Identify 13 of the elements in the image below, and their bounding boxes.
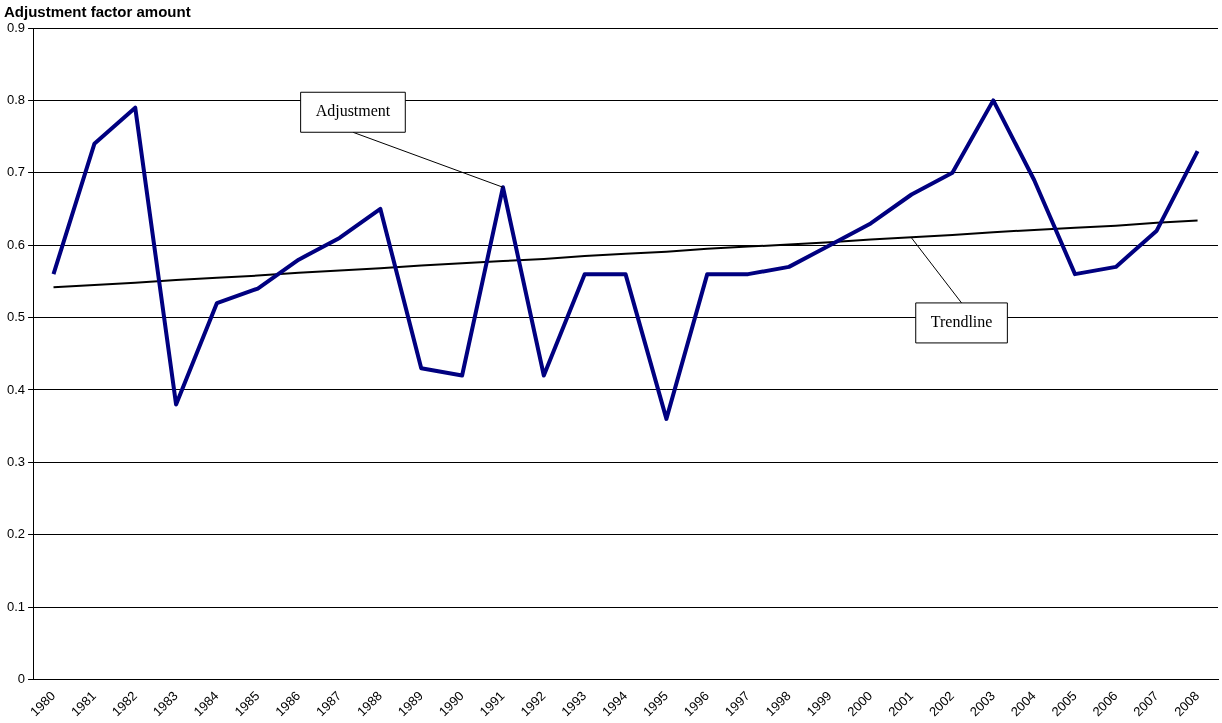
y-tick-label: 0.8 (6, 91, 26, 107)
y-tick-label: 0.1 (6, 598, 26, 614)
chart-title: Adjustment factor amount (4, 3, 191, 21)
y-tick-label: 0.5 (6, 309, 26, 325)
y-tick-label: 0.9 (6, 19, 26, 35)
y-tick-label: 0.2 (6, 526, 26, 542)
annotation: Trendline (930, 313, 993, 331)
y-tick-label: 0.4 (6, 381, 26, 397)
y-tick-label: 0 (17, 671, 26, 687)
y-tick-label: 0.6 (6, 236, 26, 252)
annotation: Adjustment (315, 102, 391, 121)
y-tick-label: 0.7 (6, 164, 26, 180)
y-tick-label: 0.3 (6, 453, 26, 469)
